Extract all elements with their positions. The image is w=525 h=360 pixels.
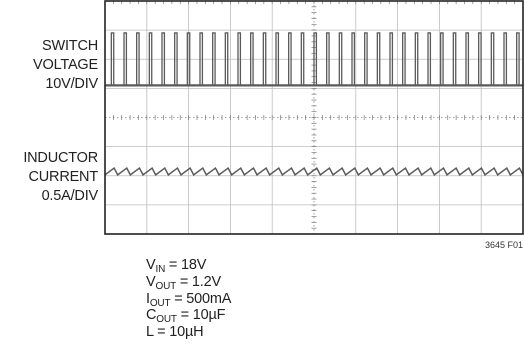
oscilloscope-plot bbox=[104, 0, 524, 235]
condition-subscript: IN bbox=[155, 264, 166, 275]
inductor-current-trace bbox=[104, 166, 524, 176]
switch-voltage-label: SWITCH VOLTAGE 10V/DIV bbox=[33, 37, 98, 94]
condition-value: = 18V bbox=[165, 257, 207, 273]
condition-line: COUT = 10µF bbox=[146, 307, 231, 326]
condition-symbol: C bbox=[146, 307, 157, 324]
condition-value: = 1.2V bbox=[176, 273, 221, 290]
scope-traces bbox=[104, 32, 524, 176]
inductor-current-label-line1: INDUCTOR bbox=[23, 150, 98, 166]
figure-id: 3645 F01 bbox=[484, 240, 523, 250]
condition-line: VIN = 18V bbox=[146, 257, 231, 275]
test-conditions: VIN = 18V VOUT = 1.2V IOUT = 500mA COUT = 1… bbox=[146, 257, 231, 341]
condition-symbol: I bbox=[146, 290, 150, 307]
condition-subscript: OUT bbox=[149, 297, 171, 309]
switch-voltage-trace bbox=[105, 32, 523, 87]
condition-subscript: OUT bbox=[155, 280, 176, 292]
condition-value: = 10µF bbox=[176, 307, 226, 324]
switch-voltage-label-line1: SWITCH bbox=[42, 38, 98, 54]
condition-subscript: OUT bbox=[156, 314, 177, 326]
condition-symbol: V bbox=[146, 273, 156, 290]
switch-voltage-label-line2: VOLTAGE bbox=[33, 57, 98, 73]
scope-frame bbox=[104, 0, 524, 235]
inductor-current-label-line3: 0.5A/DIV bbox=[41, 188, 99, 204]
switch-voltage-label-line3: 10V/DIV bbox=[45, 76, 98, 92]
condition-value: = 500mA bbox=[170, 290, 232, 307]
condition-line: IOUT = 500mA bbox=[146, 290, 232, 309]
condition-symbol: L bbox=[146, 324, 154, 341]
condition-line: VOUT = 1.2V bbox=[146, 273, 231, 292]
condition-value: = 10µH bbox=[153, 324, 204, 341]
inductor-current-label: INDUCTOR CURRENT 0.5A/DIV bbox=[23, 149, 98, 206]
inductor-current-label-line2: CURRENT bbox=[28, 169, 99, 185]
condition-symbol: V bbox=[146, 257, 156, 273]
condition-line: L = 10µH bbox=[146, 324, 231, 341]
